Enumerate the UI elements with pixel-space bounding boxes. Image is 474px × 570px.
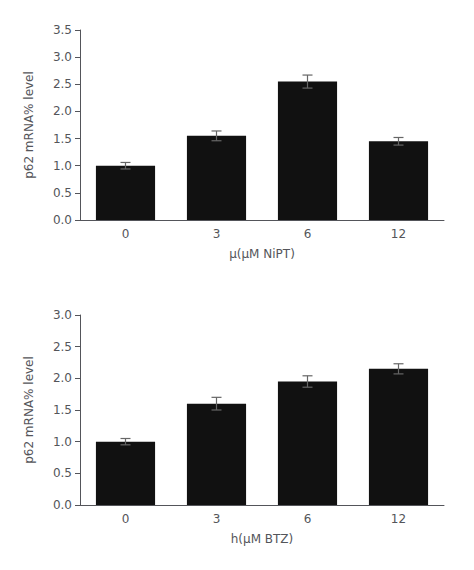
svg-text:2.0: 2.0 xyxy=(53,104,72,118)
svg-text:2.5: 2.5 xyxy=(53,340,72,354)
svg-text:3: 3 xyxy=(213,227,221,241)
svg-text:6: 6 xyxy=(304,512,312,526)
svg-text:1.0: 1.0 xyxy=(53,435,72,449)
svg-text:h(µM BTZ): h(µM BTZ) xyxy=(231,532,294,546)
svg-text:0.5: 0.5 xyxy=(53,466,72,480)
svg-text:p62 mRNA% level: p62 mRNA% level xyxy=(22,356,36,464)
svg-text:3.5: 3.5 xyxy=(53,23,72,37)
svg-text:0.0: 0.0 xyxy=(53,498,72,512)
svg-text:1.0: 1.0 xyxy=(53,159,72,173)
svg-text:12: 12 xyxy=(391,227,406,241)
svg-text:0.0: 0.0 xyxy=(53,213,72,227)
svg-text:0: 0 xyxy=(122,512,130,526)
svg-text:1.5: 1.5 xyxy=(53,132,72,146)
svg-text:0: 0 xyxy=(122,227,130,241)
svg-text:3: 3 xyxy=(213,512,221,526)
svg-text:3.0: 3.0 xyxy=(53,308,72,322)
svg-text:0.5: 0.5 xyxy=(53,186,72,200)
svg-text:12: 12 xyxy=(391,512,406,526)
svg-text:µ(µM NiPT): µ(µM NiPT) xyxy=(229,247,295,261)
svg-text:2.0: 2.0 xyxy=(53,371,72,385)
svg-text:2.5: 2.5 xyxy=(53,77,72,91)
svg-text:p62 mRNA% level: p62 mRNA% level xyxy=(22,71,36,179)
svg-text:6: 6 xyxy=(304,227,312,241)
svg-text:1.5: 1.5 xyxy=(53,403,72,417)
svg-text:3.0: 3.0 xyxy=(53,50,72,64)
